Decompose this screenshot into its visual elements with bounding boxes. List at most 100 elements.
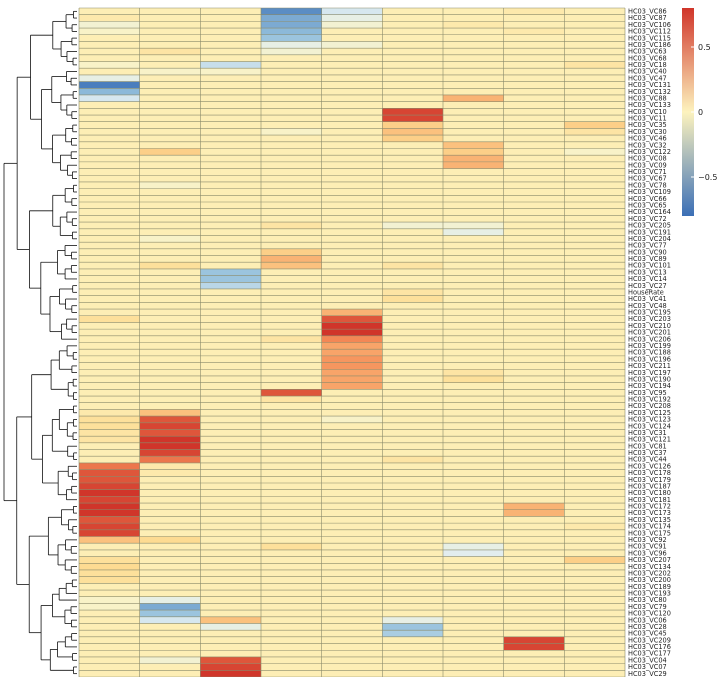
heatmap-cell <box>139 355 201 363</box>
heatmap-cell <box>261 489 322 497</box>
heatmap-cell <box>261 108 322 116</box>
heatmap-cell <box>79 41 140 49</box>
heatmap-cell <box>382 322 443 330</box>
heatmap-cell <box>443 14 504 22</box>
heatmap-cell <box>79 590 140 597</box>
heatmap-cell <box>503 529 565 537</box>
heatmap-cell <box>321 202 383 209</box>
heatmap-cell <box>79 108 140 116</box>
heatmap-cell <box>503 650 565 657</box>
heatmap-cell <box>382 61 443 69</box>
heatmap-cell <box>382 389 443 397</box>
heatmap-cell <box>321 355 383 363</box>
heatmap-cell <box>503 509 565 517</box>
heatmap-cell <box>261 482 322 490</box>
heatmap-cell <box>139 248 201 256</box>
heatmap-cell <box>503 8 565 15</box>
heatmap-cell <box>261 396 322 403</box>
heatmap-cell <box>321 509 383 517</box>
heatmap-cell <box>382 268 443 276</box>
heatmap-cell <box>139 21 201 29</box>
heatmap-cell <box>261 54 322 62</box>
heatmap-cell <box>79 369 140 376</box>
heatmap-cell <box>139 670 201 677</box>
heatmap-cell <box>382 429 443 437</box>
heatmap-cell <box>261 663 322 671</box>
heatmap-cell <box>200 563 261 570</box>
heatmap-cell <box>382 349 443 356</box>
heatmap-cell <box>321 315 383 323</box>
heatmap-cell <box>261 215 322 223</box>
heatmap-cell <box>382 288 443 296</box>
heatmap-cell <box>261 315 322 323</box>
heatmap-cell <box>503 121 565 129</box>
heatmap-cell <box>503 362 565 370</box>
row-label: HC03_VC78 <box>628 181 667 189</box>
row-label: HC03_VC68 <box>628 54 667 62</box>
heatmap-cell <box>503 409 565 417</box>
heatmap-cell <box>564 650 625 657</box>
heatmap-cell <box>79 349 140 356</box>
heatmap-cell <box>79 181 140 189</box>
row-label: HC03_VC96 <box>628 549 667 557</box>
heatmap-cell <box>443 202 504 209</box>
heatmap-cell <box>200 375 261 383</box>
heatmap-cell <box>321 503 383 510</box>
heatmap-cell <box>564 503 625 510</box>
row-label: HC03_VC28 <box>628 623 667 631</box>
heatmap-cell <box>443 222 504 229</box>
heatmap-cell <box>139 141 201 149</box>
heatmap-cell <box>321 121 383 129</box>
heatmap-cell <box>79 656 140 664</box>
heatmap-cell <box>79 94 140 102</box>
heatmap-cell <box>503 610 565 617</box>
heatmap-cell <box>382 402 443 410</box>
heatmap-cell <box>139 543 201 550</box>
heatmap-cell <box>261 543 322 550</box>
heatmap-cell <box>79 610 140 617</box>
heatmap-cell <box>139 68 201 75</box>
heatmap-cell <box>79 81 140 89</box>
row-label: HC03_VC72 <box>628 215 667 223</box>
heatmap-cell <box>503 255 565 263</box>
heatmap-cell <box>321 396 383 403</box>
heatmap-cell <box>321 74 383 82</box>
heatmap-cell <box>139 181 201 189</box>
heatmap-cell <box>564 168 625 176</box>
row-label: HC03_VC88 <box>628 94 667 102</box>
heatmap-cell <box>139 449 201 457</box>
heatmap-cell <box>443 155 504 162</box>
heatmap-cell <box>503 202 565 209</box>
heatmap-cell <box>200 309 261 316</box>
heatmap-cell <box>79 630 140 637</box>
heatmap-cell <box>79 576 140 584</box>
heatmap-cell <box>443 81 504 89</box>
heatmap-cell <box>200 88 261 95</box>
row-label: HC03_VC95 <box>628 389 667 397</box>
row-label: HC03_VC188 <box>628 349 671 357</box>
heatmap-cell <box>443 262 504 269</box>
heatmap-cell <box>200 262 261 269</box>
heatmap-cell <box>321 215 383 223</box>
heatmap-cell <box>503 295 565 303</box>
heatmap-cell <box>261 436 322 443</box>
heatmap-cell <box>382 8 443 15</box>
heatmap-cell <box>443 188 504 196</box>
legend-tick-label: −0.5 <box>698 173 717 182</box>
heatmap-cell <box>200 536 261 544</box>
legend-tick-label: 0 <box>698 108 703 117</box>
heatmap-cell <box>261 41 322 49</box>
heatmap-cell <box>443 523 504 530</box>
heatmap-cell <box>139 636 201 644</box>
heatmap-cell <box>382 34 443 42</box>
heatmap-cell <box>564 509 625 517</box>
heatmap-cell <box>382 329 443 336</box>
row-label: HC03_VC44 <box>628 456 667 464</box>
heatmap-cell <box>503 242 565 249</box>
heatmap-cell <box>443 636 504 644</box>
heatmap-cell <box>139 663 201 671</box>
heatmap-cell <box>321 222 383 229</box>
row-label: HC03_VC195 <box>628 309 671 317</box>
heatmap-cell <box>261 355 322 363</box>
heatmap-cell <box>564 402 625 410</box>
